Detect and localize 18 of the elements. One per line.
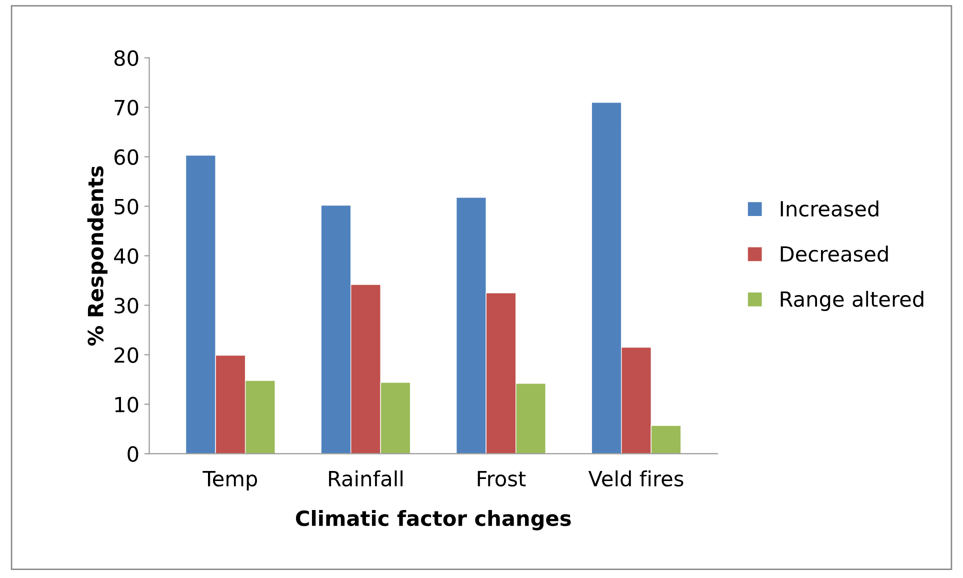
y-tick-label: 0: [128, 446, 138, 462]
x-axis-title: Climatic factor changes: [296, 510, 571, 530]
y-tick-label: 20: [114, 347, 138, 363]
y-tick-label: 50: [114, 198, 138, 214]
y-tick-label: 30: [114, 298, 138, 314]
y-tick-label: 70: [114, 100, 138, 116]
x-tick-label: Veld fires: [588, 470, 684, 487]
x-tick-label: Rainfall: [329, 470, 402, 487]
x-tick-label: Frost: [478, 471, 526, 487]
legend-label: Decreased: [780, 246, 888, 262]
y-tick-label: 10: [115, 396, 138, 412]
y-tick-label: 40: [114, 248, 138, 264]
legend-label: Range altered: [780, 290, 924, 312]
y-tick-label: 60: [114, 149, 138, 165]
y-tick-label: 80: [114, 50, 138, 66]
legend-label: Increased: [780, 200, 878, 217]
x-tick-label: Temp: [202, 471, 258, 491]
y-axis-title: % Respondents: [87, 166, 108, 346]
